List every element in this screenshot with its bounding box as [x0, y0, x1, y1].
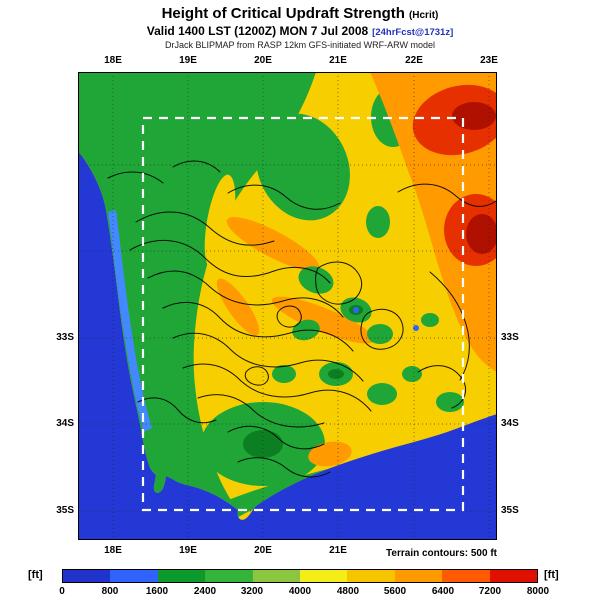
red-core — [466, 214, 497, 254]
axis-tick-label: 34S — [501, 418, 519, 429]
valley-band — [204, 174, 236, 270]
colorbar-tick: 5600 — [383, 586, 407, 597]
colorbar-swatches — [62, 569, 538, 583]
colorbar-segment — [347, 570, 395, 582]
colorbar-segment — [300, 570, 348, 582]
axis-tick-label: 19E — [179, 545, 197, 556]
colorbar-segment — [63, 570, 111, 582]
coastal-blue-strip — [108, 210, 152, 432]
map-plot — [78, 72, 497, 540]
blue-minimum-dot — [413, 325, 419, 331]
colorbar-tick: 3200 — [240, 586, 264, 597]
blue-minimum-dot — [353, 307, 359, 313]
axis-tick-label: 20E — [254, 545, 272, 556]
valid-line: Valid 1400 LST (1200Z) MON 7 Jul 2008 [24… — [0, 24, 600, 38]
green-region-nw — [78, 72, 316, 520]
colorbar-segment — [205, 570, 253, 582]
colorbar-tick: 1600 — [145, 586, 169, 597]
orange-ridge — [226, 217, 320, 271]
colorbar-tick: 4000 — [288, 586, 312, 597]
colorbar-tick: 4800 — [336, 586, 360, 597]
axis-tick-label: 21E — [329, 55, 347, 66]
orange-coast-patch — [308, 441, 352, 467]
axis-tick-label: 33S — [56, 332, 74, 343]
axis-tick-label: 18E — [104, 55, 122, 66]
green-patch — [367, 324, 393, 344]
green-patch — [366, 206, 390, 238]
axis-tick-label: 20E — [254, 55, 272, 66]
green-patch — [367, 383, 397, 405]
colorbar-tick: 6400 — [431, 586, 455, 597]
axis-tick-label: 19E — [179, 55, 197, 66]
green-patch — [421, 313, 439, 327]
green-finger — [256, 113, 350, 221]
title-suffix: (Hcrit) — [408, 10, 439, 21]
colorbar-tick: 2400 — [193, 586, 217, 597]
title-text: Height of Critical Updraft Strength — [161, 5, 405, 22]
map-frame — [78, 72, 497, 540]
colorbar-segment — [157, 570, 206, 582]
colorbar-tick: 7200 — [478, 586, 502, 597]
colorbar-tick: 8000 — [526, 586, 550, 597]
forecast-lead-text: [24hrFcst@1731z] — [372, 27, 454, 38]
green-patch — [272, 365, 296, 383]
colorbar-segment — [394, 570, 443, 582]
axis-tick-label: 35S — [501, 505, 519, 516]
page-title: Height of Critical Updraft Strength (Hcri… — [0, 5, 600, 22]
axis-tick-label: 23E — [480, 55, 498, 66]
terrain-contours — [107, 160, 497, 478]
axis-tick-label: 22E — [405, 55, 423, 66]
axis-tick-label: 21E — [329, 545, 347, 556]
colorbar-unit-left: [ft] — [28, 569, 43, 581]
valid-text: Valid 1400 LST (1200Z) MON 7 Jul 2008 — [146, 24, 369, 38]
red-core — [452, 102, 496, 130]
colorbar-segment — [489, 570, 538, 582]
colorbar-segment — [252, 570, 301, 582]
colorbar-tick: 800 — [101, 586, 119, 597]
colorbar-segment — [110, 570, 158, 582]
green-patch — [402, 366, 422, 382]
axis-tick-label: 35S — [56, 505, 74, 516]
model-line: DrJack BLIPMAP from RASP 12km GFS-initia… — [164, 40, 436, 50]
axis-tick-label: 34S — [56, 418, 74, 429]
colorbar-unit-right: [ft] — [544, 569, 559, 581]
green-patch — [436, 392, 464, 412]
colorbar-tick: 0 — [59, 586, 65, 597]
colorbar-segment — [442, 570, 490, 582]
orange-ridge — [216, 278, 260, 336]
axis-tick-label: 18E — [104, 545, 122, 556]
axis-tick-label: 33S — [501, 332, 519, 343]
terrain-contours-note: Terrain contours: 500 ft — [386, 548, 497, 559]
inner-domain-box — [141, 116, 465, 512]
dark-green-core — [328, 369, 344, 379]
